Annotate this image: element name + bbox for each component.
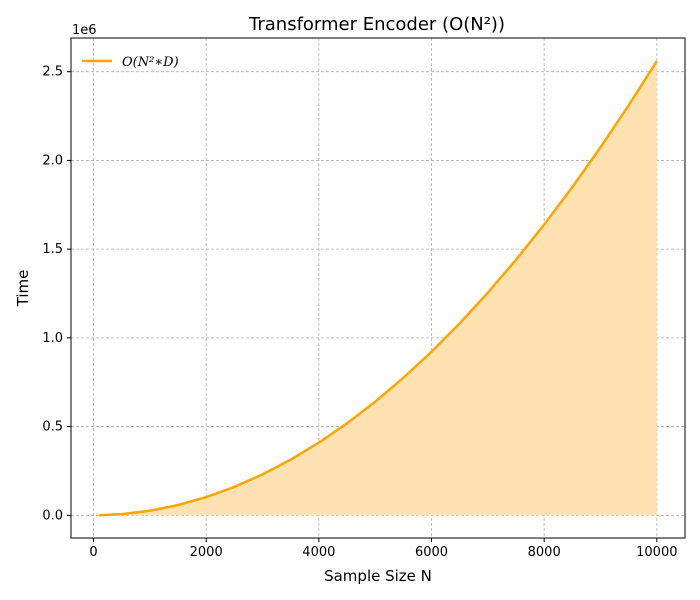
series-area-fill	[99, 61, 657, 516]
y-tick-label: 0.5	[42, 420, 63, 435]
plot-frame	[70, 37, 686, 539]
x-tick-label: 4000	[302, 545, 335, 560]
y-tick-label: 2.5	[42, 65, 63, 80]
x-tick-label: 0	[89, 545, 97, 560]
y-axis: 0.0 0.5 1.0 1.5 2.0 2.5	[42, 65, 71, 523]
legend: O(N²∗D)	[82, 55, 179, 70]
series-line	[99, 60, 658, 517]
y-offset-label: 1e6	[72, 23, 97, 38]
x-axis-label: Sample Size N	[324, 567, 432, 585]
x-tick-label: 6000	[415, 545, 448, 560]
area-fill-layer	[99, 61, 657, 516]
y-tick-label: 2.0	[42, 153, 63, 168]
y-tick-label: 1.0	[42, 331, 63, 346]
x-tick-label: 10000	[636, 545, 677, 560]
y-tick-label: 1.5	[42, 242, 63, 257]
x-tick-label: 2000	[190, 545, 223, 560]
x-tick-label: 8000	[528, 545, 561, 560]
y-axis-label: Time	[14, 270, 32, 308]
legend-label: O(N²∗D)	[122, 55, 179, 70]
series-line-layer	[99, 60, 658, 517]
x-axis: 0 2000 4000 6000 8000 10000	[89, 538, 678, 560]
chart-title: Transformer Encoder (O(N²))	[248, 14, 505, 35]
y-tick-label: 0.0	[42, 508, 63, 523]
